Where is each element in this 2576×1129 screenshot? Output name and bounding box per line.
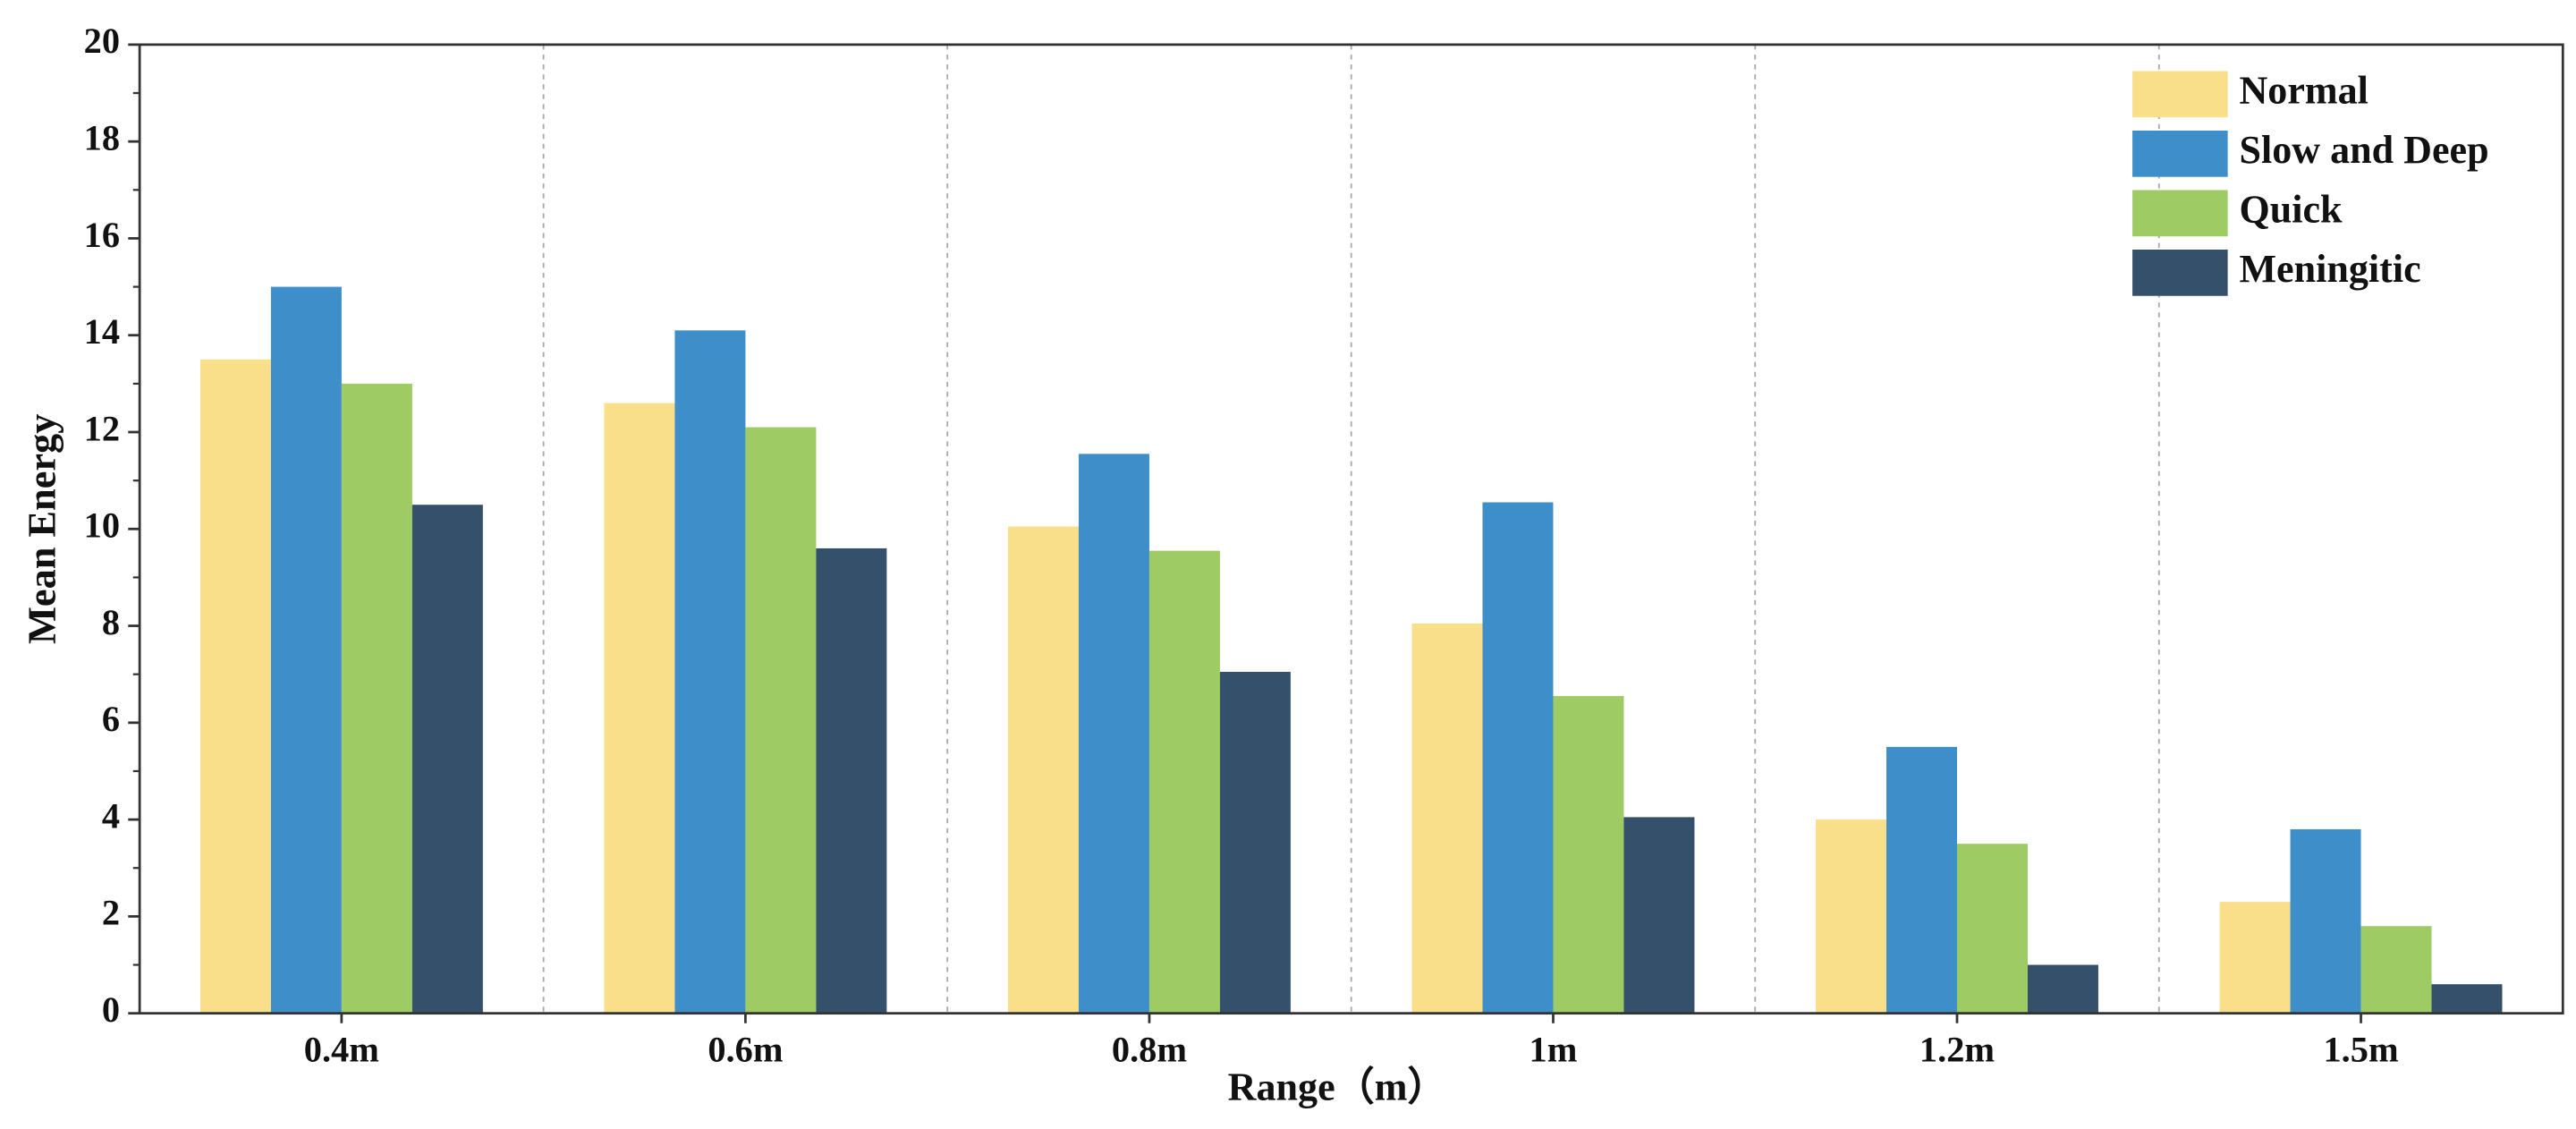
- y-tick-label: 6: [102, 699, 120, 739]
- bar: [2027, 964, 2098, 1014]
- bar: [341, 383, 412, 1014]
- y-tick-label: 0: [102, 989, 120, 1030]
- bar: [1219, 671, 1291, 1014]
- bar: [674, 330, 746, 1014]
- y-tick-label: 4: [102, 795, 120, 836]
- bar: [1886, 746, 1958, 1014]
- bar: [411, 505, 483, 1014]
- x-tick-label: 1.5m: [2323, 1029, 2398, 1069]
- plot-frame: [138, 43, 2564, 1015]
- bar: [1148, 550, 1220, 1014]
- bar: [1411, 623, 1483, 1014]
- y-axis-label: Mean Energy: [21, 414, 64, 644]
- bar: [1957, 844, 2028, 1014]
- x-tick-label: 1.2m: [1919, 1029, 1995, 1069]
- y-tick-label: 10: [84, 505, 120, 545]
- y-tick-label: 18: [84, 117, 120, 157]
- x-tick-label: 0.4m: [304, 1029, 379, 1069]
- bar: [2290, 828, 2361, 1014]
- bar: [199, 359, 271, 1014]
- y-tick-label: 16: [84, 215, 120, 255]
- legend-swatch: [2132, 190, 2228, 237]
- bar: [604, 403, 675, 1014]
- legend-label: Normal: [2239, 68, 2368, 112]
- bar: [2219, 902, 2291, 1014]
- legend-label: Slow and Deep: [2239, 128, 2488, 172]
- bar: [1816, 819, 1887, 1014]
- bar: [270, 286, 342, 1014]
- x-tick-label: 1m: [1530, 1029, 1578, 1069]
- bar: [2360, 926, 2432, 1014]
- bar: [1482, 502, 1554, 1014]
- bar: [1078, 454, 1149, 1014]
- x-tick-label: 0.8m: [1112, 1029, 1187, 1069]
- legend-swatch: [2132, 130, 2228, 177]
- y-tick-label: 20: [84, 21, 120, 61]
- y-tick-label: 12: [84, 408, 120, 448]
- y-tick-label: 8: [102, 602, 120, 642]
- legend-label: Quick: [2239, 187, 2343, 231]
- legend-swatch: [2132, 250, 2228, 296]
- bar: [1007, 526, 1079, 1014]
- bar: [1553, 696, 1624, 1014]
- bar: [745, 427, 817, 1014]
- bar: [1623, 817, 1695, 1014]
- x-tick-label: 0.6m: [708, 1029, 783, 1069]
- legend-label: Meningitic: [2239, 247, 2420, 291]
- legend-swatch: [2132, 71, 2228, 118]
- bar: [816, 548, 887, 1014]
- y-tick-label: 2: [102, 893, 120, 933]
- y-tick-label: 14: [84, 311, 120, 352]
- bar: [2431, 984, 2503, 1014]
- x-axis-label: Range（m）: [1228, 1065, 1447, 1109]
